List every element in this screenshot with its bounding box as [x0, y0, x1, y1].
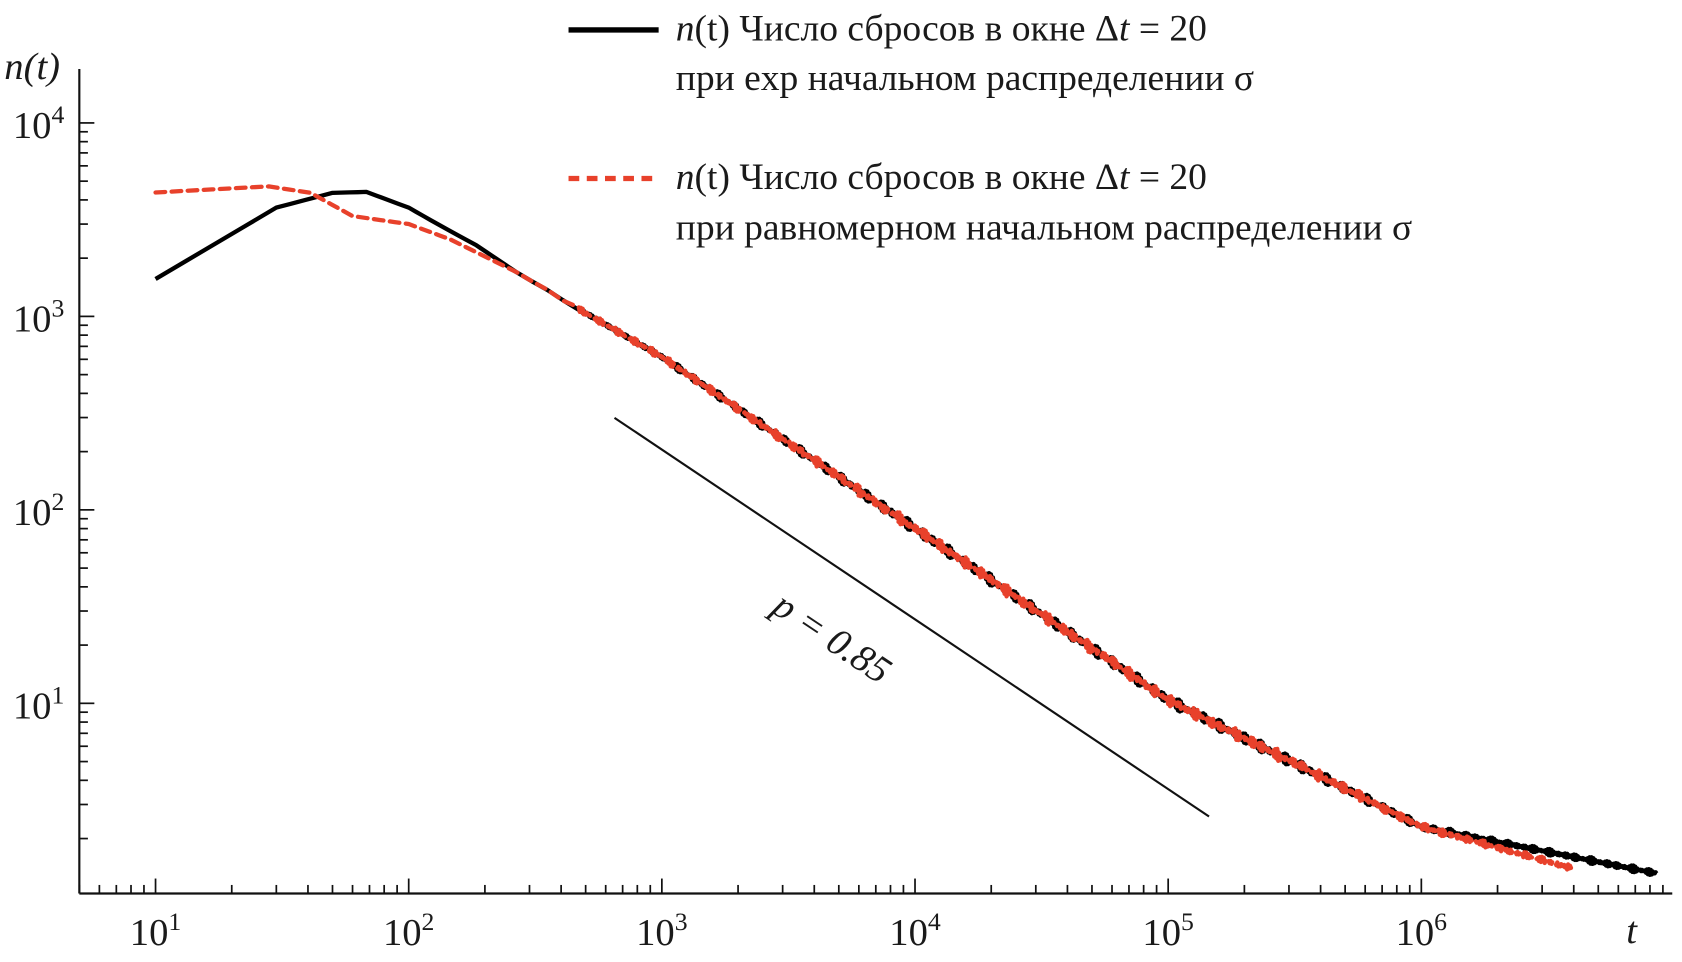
- x-tick-label: 105: [1142, 907, 1193, 954]
- curves: [153, 184, 1659, 878]
- legend-line1: n(t) Число сбросов в окне Δt = 20: [676, 157, 1207, 198]
- series-exp-line: [154, 189, 1659, 878]
- legend-item-exp: n(t) Число сбросов в окне Δt = 20 при ex…: [568, 9, 1254, 99]
- y-tick-label: 103: [13, 293, 64, 340]
- reference-line-label: p = 0.85: [763, 582, 899, 692]
- x-tick-label: 101: [130, 907, 181, 954]
- legend-line2: при exp начальном распределении σ: [676, 58, 1254, 99]
- x-tick-label: 104: [889, 907, 941, 954]
- x-tick-label: 106: [1396, 907, 1448, 954]
- legend: n(t) Число сбросов в окне Δt = 20 при ex…: [568, 9, 1412, 248]
- x-tick-label: 103: [636, 907, 687, 954]
- legend-line1: n(t) Число сбросов в окне Δt = 20: [676, 9, 1207, 50]
- reference-line-p085: [613, 416, 1210, 818]
- ticks: 101 102 103 104 105 106 101 102 103 104: [13, 100, 1664, 954]
- y-tick-label: 104: [13, 100, 65, 147]
- series-uniform-line: [153, 184, 1574, 872]
- x-tick-label: 102: [383, 907, 434, 954]
- y-tick-label: 102: [13, 487, 64, 534]
- legend-item-uniform: n(t) Число сбросов в окне Δt = 20 при ра…: [568, 157, 1412, 248]
- y-axis-label: n(t): [4, 46, 60, 88]
- x-axis-label: t: [1626, 910, 1638, 952]
- legend-line2: при равномерном начальном распределении …: [676, 207, 1412, 248]
- y-tick-label: 101: [13, 680, 64, 727]
